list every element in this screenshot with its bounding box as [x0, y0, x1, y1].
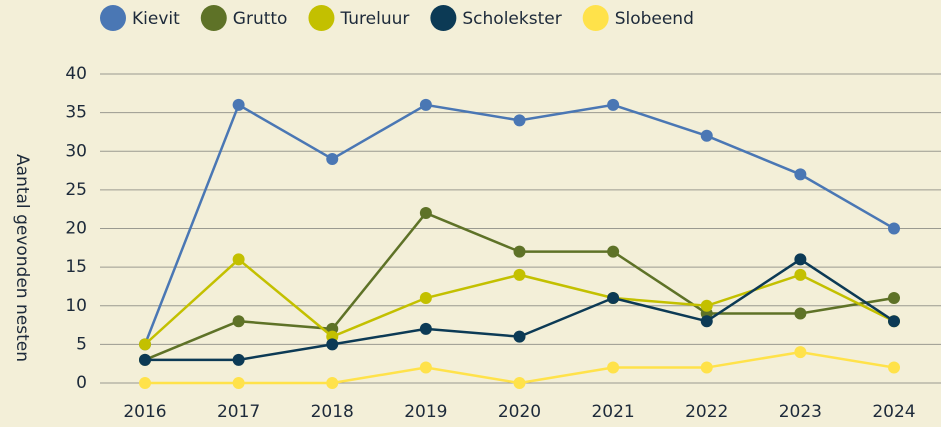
series-line [143, 103, 895, 345]
data-point [700, 129, 713, 142]
data-point [232, 98, 245, 111]
legend-swatch [100, 5, 126, 31]
data-point [513, 268, 526, 281]
x-tick-label: 2021 [591, 402, 634, 422]
x-tick-label: 2024 [872, 402, 915, 422]
data-point [419, 98, 432, 111]
data-point [700, 299, 713, 312]
data-point [232, 315, 245, 328]
data-point [607, 292, 620, 305]
x-tick-label: 2023 [779, 402, 822, 422]
data-point [419, 207, 432, 220]
x-tick-label: 2020 [498, 402, 541, 422]
data-point [139, 377, 151, 389]
y-tick-label: 20 [65, 219, 87, 239]
data-point [607, 245, 620, 258]
legend-swatch [430, 5, 457, 31]
x-tick-label: 2022 [685, 402, 728, 422]
y-tick-label: 35 [65, 103, 87, 123]
data-point [794, 268, 807, 281]
data-point [513, 114, 526, 127]
x-tick-label: 2019 [404, 402, 447, 422]
y-tick-label: 40 [65, 64, 87, 84]
data-point [232, 377, 245, 389]
data-point [888, 292, 900, 305]
y-tick-label: 30 [65, 141, 87, 161]
data-point [326, 152, 339, 165]
data-point [232, 353, 245, 366]
data-point [700, 361, 713, 374]
data-point [419, 322, 432, 335]
legend-swatch [582, 5, 609, 31]
data-point [326, 377, 339, 389]
legend-label: Kievit [132, 9, 180, 29]
legend-swatch [200, 5, 227, 31]
data-point [513, 330, 526, 343]
data-point [794, 168, 807, 181]
data-point [139, 353, 151, 366]
data-point [419, 292, 432, 305]
y-tick-label: 15 [65, 257, 87, 277]
y-axis-label: Aantal gevonden nesten [12, 154, 32, 362]
legend-label: Slobeend [615, 9, 694, 29]
data-point [513, 245, 526, 258]
data-point [794, 307, 807, 320]
data-point [419, 361, 432, 374]
y-tick-label: 25 [65, 180, 87, 200]
data-point [513, 377, 526, 389]
legend-label: Scholekster [462, 9, 561, 29]
legend-swatch [308, 5, 335, 31]
data-point [326, 338, 339, 351]
y-tick-label: 10 [65, 296, 87, 316]
data-point [700, 315, 713, 328]
y-tick-label: 5 [76, 334, 87, 354]
legend-label: Tureluur [339, 9, 409, 29]
x-tick-label: 2016 [123, 402, 166, 422]
data-point [888, 361, 900, 374]
data-point [794, 346, 807, 359]
data-point [607, 361, 620, 374]
data-point [888, 222, 900, 235]
data-point [232, 253, 245, 266]
data-point [888, 315, 900, 328]
legend-label: Grutto [233, 9, 288, 29]
data-point [139, 338, 151, 351]
data-point [607, 98, 620, 111]
x-tick-label: 2017 [217, 402, 260, 422]
data-point [794, 253, 807, 266]
y-tick-label: 0 [76, 373, 87, 393]
x-tick-label: 2018 [311, 402, 354, 422]
